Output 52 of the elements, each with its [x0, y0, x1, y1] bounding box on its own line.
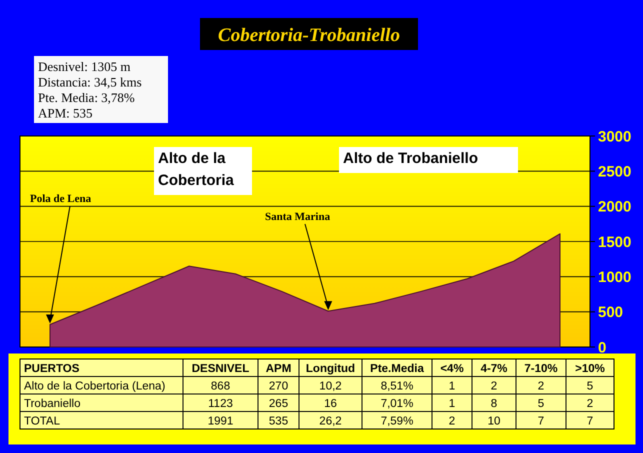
category-label: >10% — [575, 363, 605, 375]
text: 7,01% — [380, 398, 414, 410]
y-tick-label: 3000 — [598, 128, 632, 146]
category-label: Pte.Media — [370, 363, 424, 375]
category-label: APM — [266, 363, 292, 375]
text: 5 — [586, 380, 594, 392]
text: 26,2 — [319, 416, 342, 428]
text: 1 — [448, 398, 456, 410]
annotation: Pola de Lena — [30, 193, 92, 205]
text: Desnivel: 1305 m — [38, 59, 130, 74]
text: 1991 — [208, 416, 234, 428]
annotation: Alto de la Cobertoria — [158, 150, 234, 189]
text: APM: 535 — [38, 106, 93, 120]
text: 2 — [448, 416, 456, 428]
category-label: Alto de la Cobertoria (Lena) — [24, 380, 166, 392]
category-label: TOTAL — [24, 416, 60, 428]
text: 10 — [488, 416, 500, 428]
category-label: Longitud — [306, 363, 356, 375]
y-tick-label: 1000 — [598, 268, 632, 286]
text: 5 — [538, 398, 544, 410]
text: 1 — [448, 380, 456, 392]
category-label: <4% — [440, 363, 464, 375]
text: 2 — [490, 380, 498, 392]
text: 10,2 — [319, 380, 342, 392]
category-label: Trobaniello — [24, 398, 80, 410]
category-label: DESNIVEL — [192, 363, 250, 375]
category-label: 4-7% — [480, 363, 508, 375]
annotation: Santa Marina — [265, 211, 331, 223]
text: 7 — [538, 416, 544, 428]
text: 2 — [538, 380, 544, 392]
text: Distancia: 34,5 kms — [38, 74, 142, 90]
text: 16 — [324, 398, 337, 410]
text: 535 — [268, 416, 288, 428]
category-label: PUERTOS — [24, 363, 80, 375]
text: 1123 — [208, 398, 233, 410]
text: 270 — [268, 380, 288, 392]
y-tick-label: 2000 — [598, 198, 632, 216]
text: 2 — [586, 398, 594, 410]
y-tick-label: 2500 — [598, 163, 632, 180]
y-tick-label: 0 — [598, 339, 606, 356]
chart-title: Cobertoria-Trobaniello — [218, 25, 400, 46]
text: 8,51% — [380, 380, 414, 392]
text: 7,59% — [380, 416, 414, 428]
category-label: 7-10% — [524, 363, 558, 375]
text: 265 — [268, 398, 288, 410]
y-tick-label: 500 — [598, 304, 624, 322]
text: Pte. Media: 3,78% — [38, 90, 135, 105]
text: 7 — [586, 416, 594, 428]
text: 8 — [490, 398, 498, 410]
annotation: Alto de Trobaniello — [343, 150, 478, 167]
y-tick-label: 1500 — [598, 234, 632, 251]
text: 868 — [210, 380, 230, 392]
